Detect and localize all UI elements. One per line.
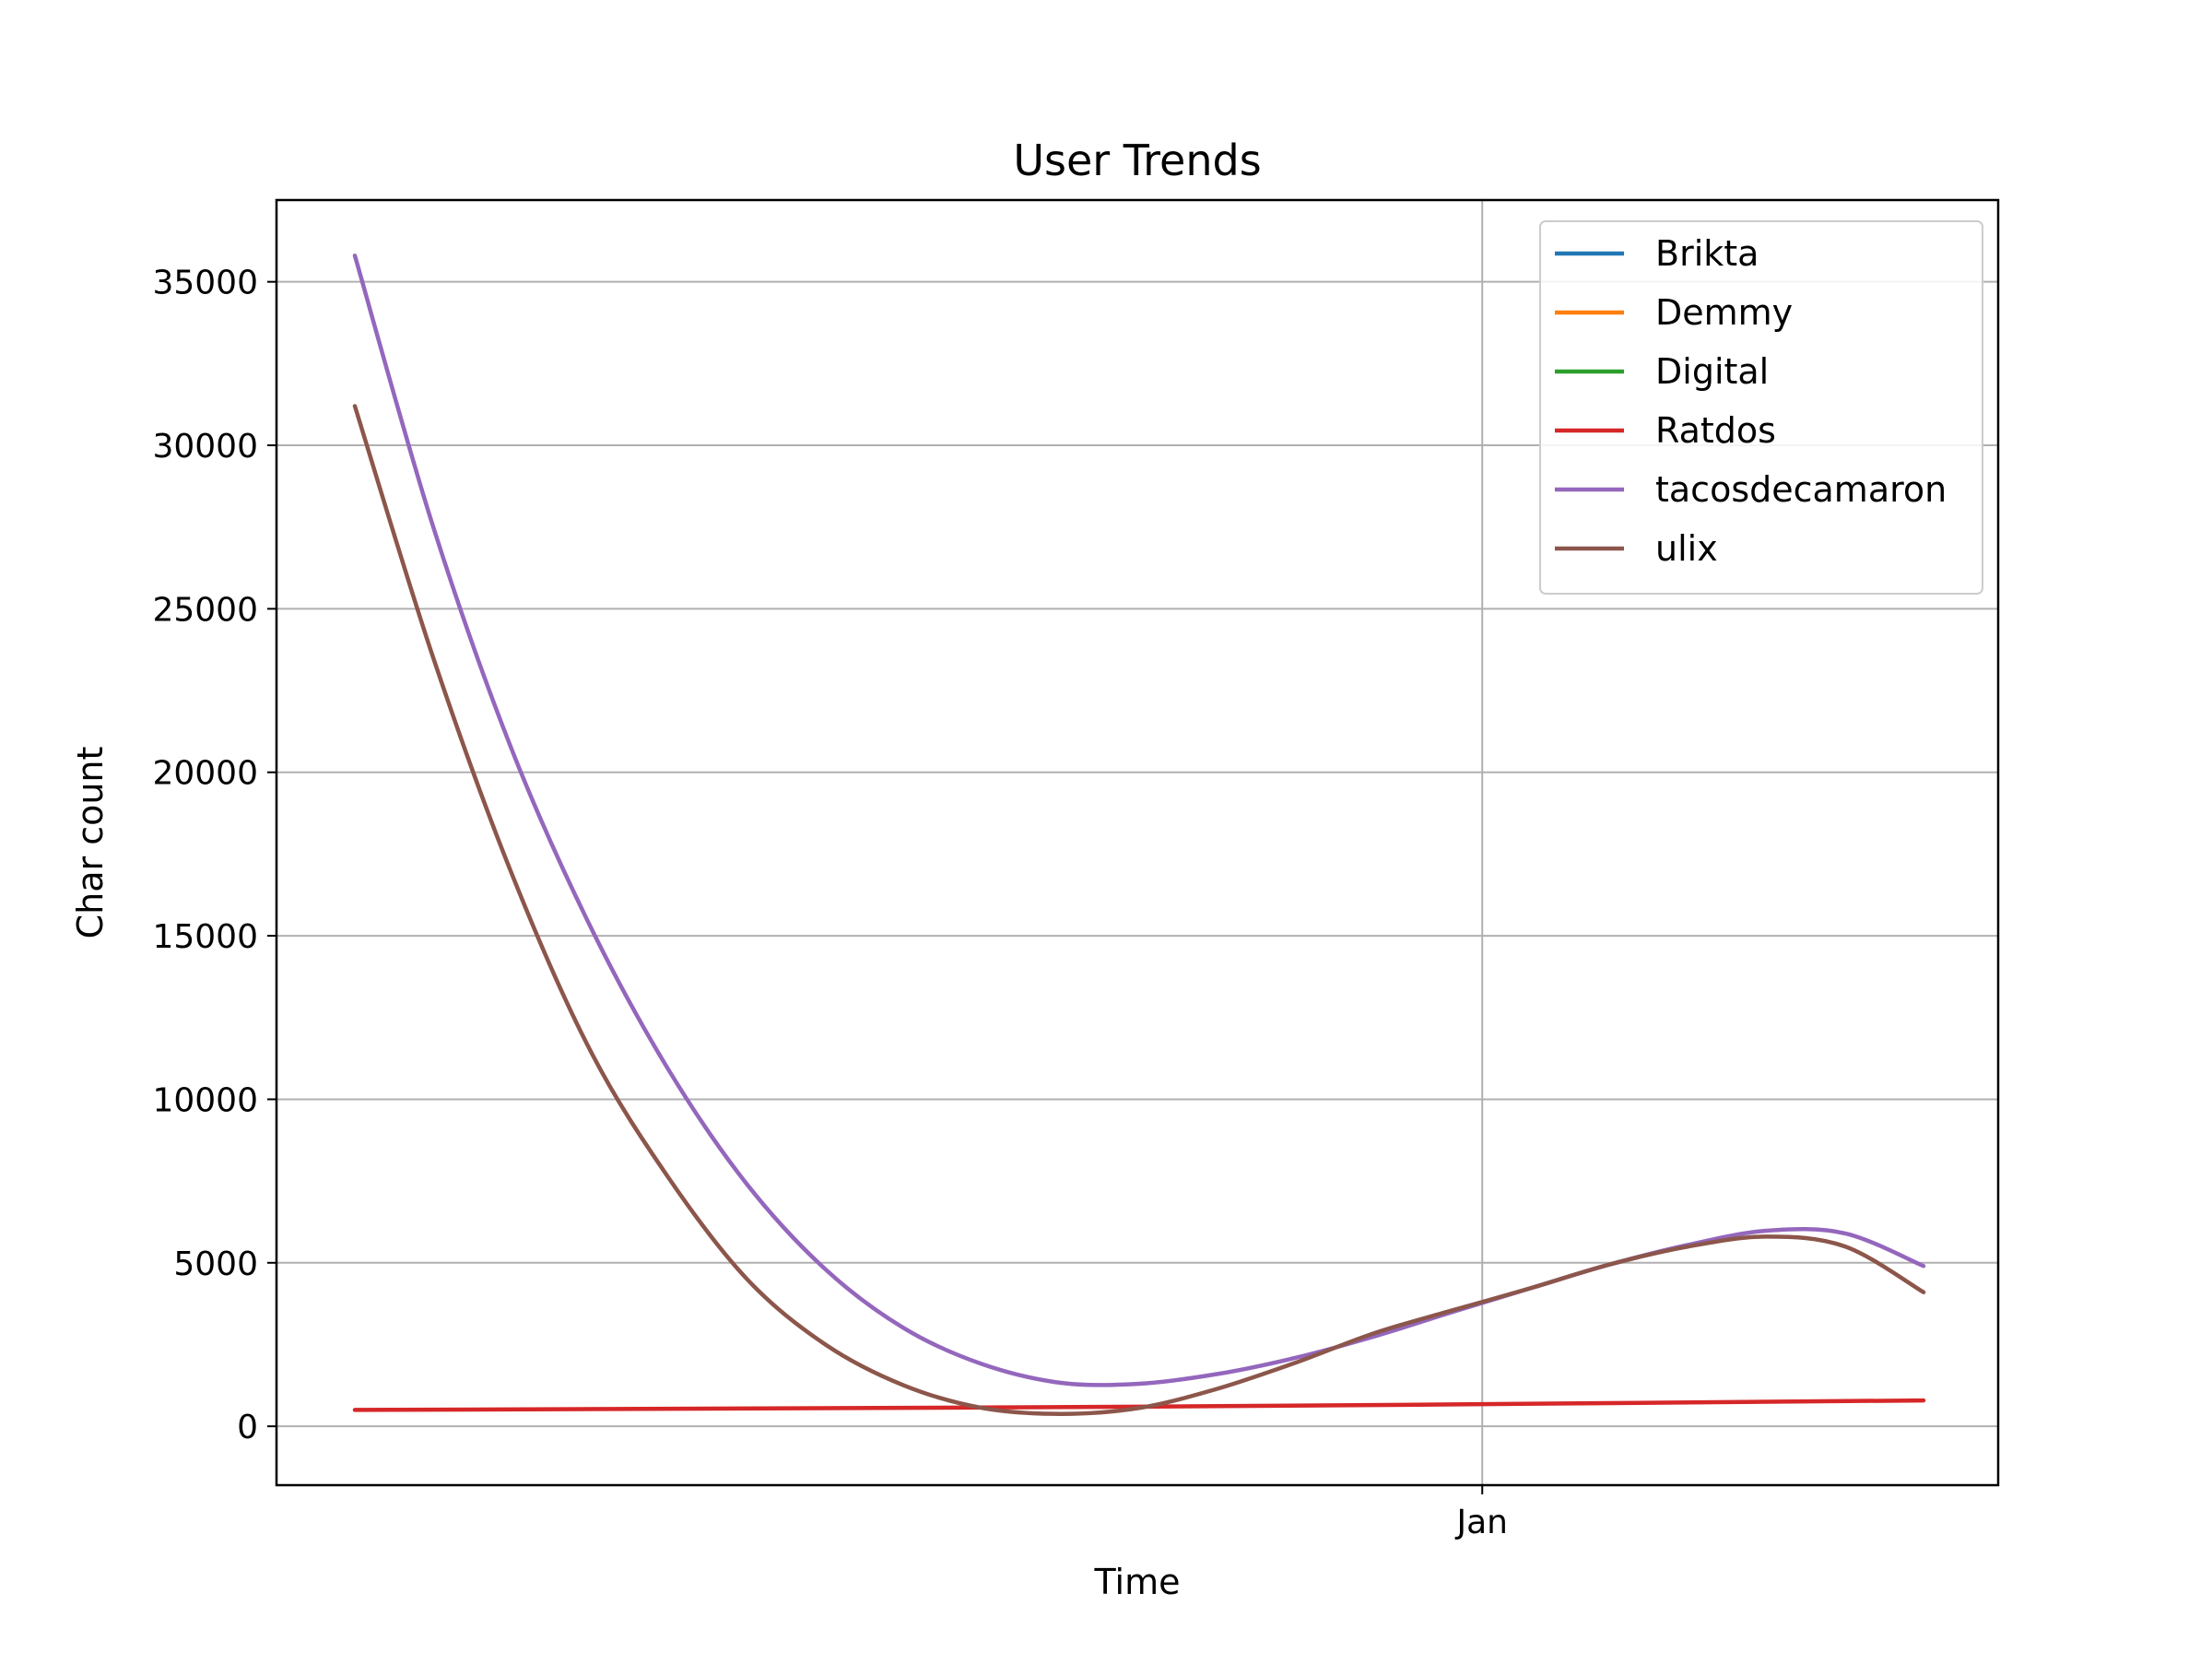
series-line-ulix [352, 404, 1926, 1416]
y-tick-label-4: 20000 [152, 755, 258, 793]
y-axis-label: Char count [70, 747, 111, 939]
legend-label-demmy: Demmy [1655, 292, 1793, 333]
y-tick-label-3: 15000 [152, 918, 258, 956]
tick-layer: 0 5000 10000 15000 20000 25000 30000 35000 Jan [152, 265, 1508, 1541]
legend-label-tacosdecamaron: tacosdecamaron [1655, 469, 1947, 510]
legend-label-digital: Digital [1655, 351, 1769, 392]
legend-label-brikta: Brikta [1655, 233, 1759, 274]
chart-title: User Trends [1013, 136, 1261, 185]
y-tick-label-6: 30000 [152, 428, 258, 466]
legend-label-ratdos: Ratdos [1655, 410, 1776, 451]
legend-box [1539, 220, 1983, 595]
y-tick-label-7: 35000 [152, 265, 258, 302]
series-layer [352, 254, 1926, 1416]
y-tick-label-1: 5000 [173, 1245, 258, 1283]
y-tick-label-2: 10000 [152, 1081, 258, 1119]
x-axis-label: Time [1094, 1562, 1181, 1602]
y-tick-label-0: 0 [237, 1409, 258, 1446]
legend: Brikta Demmy Digital Ratdos tacosdecamaron ul… [1539, 220, 1983, 595]
legend-label-ulix: ulix [1655, 528, 1718, 569]
x-tick-label-0: Jan [1454, 1504, 1508, 1541]
plot-frame [275, 198, 2000, 1487]
y-tick-label-5: 25000 [152, 591, 258, 629]
